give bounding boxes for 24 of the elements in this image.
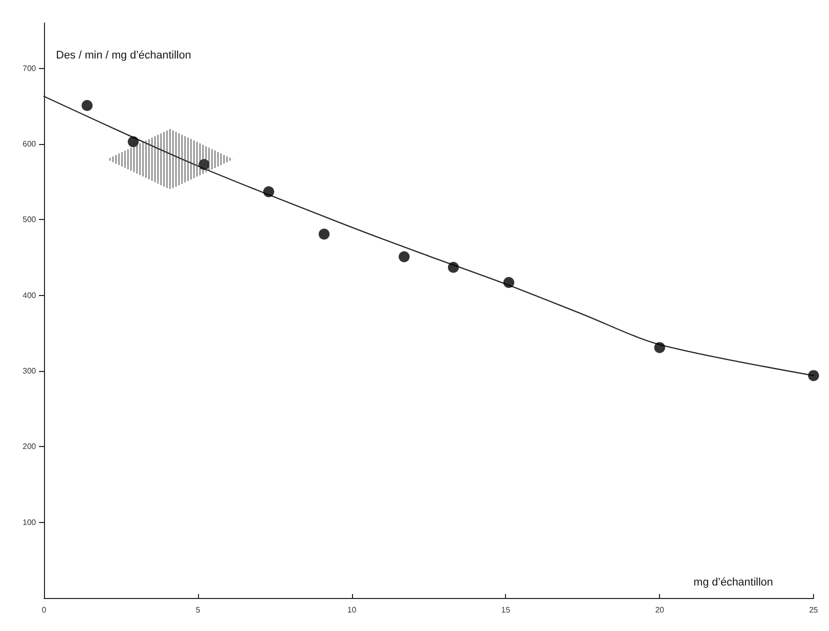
y-tick-label: 200: [22, 442, 37, 452]
y-tick-label: 300: [22, 366, 37, 376]
y-tick-label: 600: [22, 140, 37, 149]
x-tick-label: 20: [655, 606, 665, 614]
x-tick-label: 15: [501, 606, 511, 614]
x-tick-label: 5: [196, 606, 201, 614]
point: [82, 100, 93, 111]
point: [503, 277, 514, 288]
y-tick-label: 400: [22, 290, 37, 300]
x-tick-label: 0: [42, 606, 47, 614]
x-tick-label: 10: [347, 606, 357, 614]
y-axis-title: Des / min / mg d’échantillon: [56, 50, 192, 62]
point: [654, 342, 666, 354]
y-tick-label: 700: [22, 64, 37, 73]
x-axis-title: mg d’échantillon: [694, 576, 774, 588]
x-tick-label: 25: [809, 606, 819, 614]
point: [808, 370, 820, 382]
point: [318, 228, 330, 240]
y-tick-label: 500: [22, 215, 37, 224]
point: [128, 136, 139, 148]
point: [448, 262, 459, 273]
point: [263, 186, 274, 198]
y-tick-label: 100: [22, 518, 37, 527]
point: [398, 251, 410, 262]
